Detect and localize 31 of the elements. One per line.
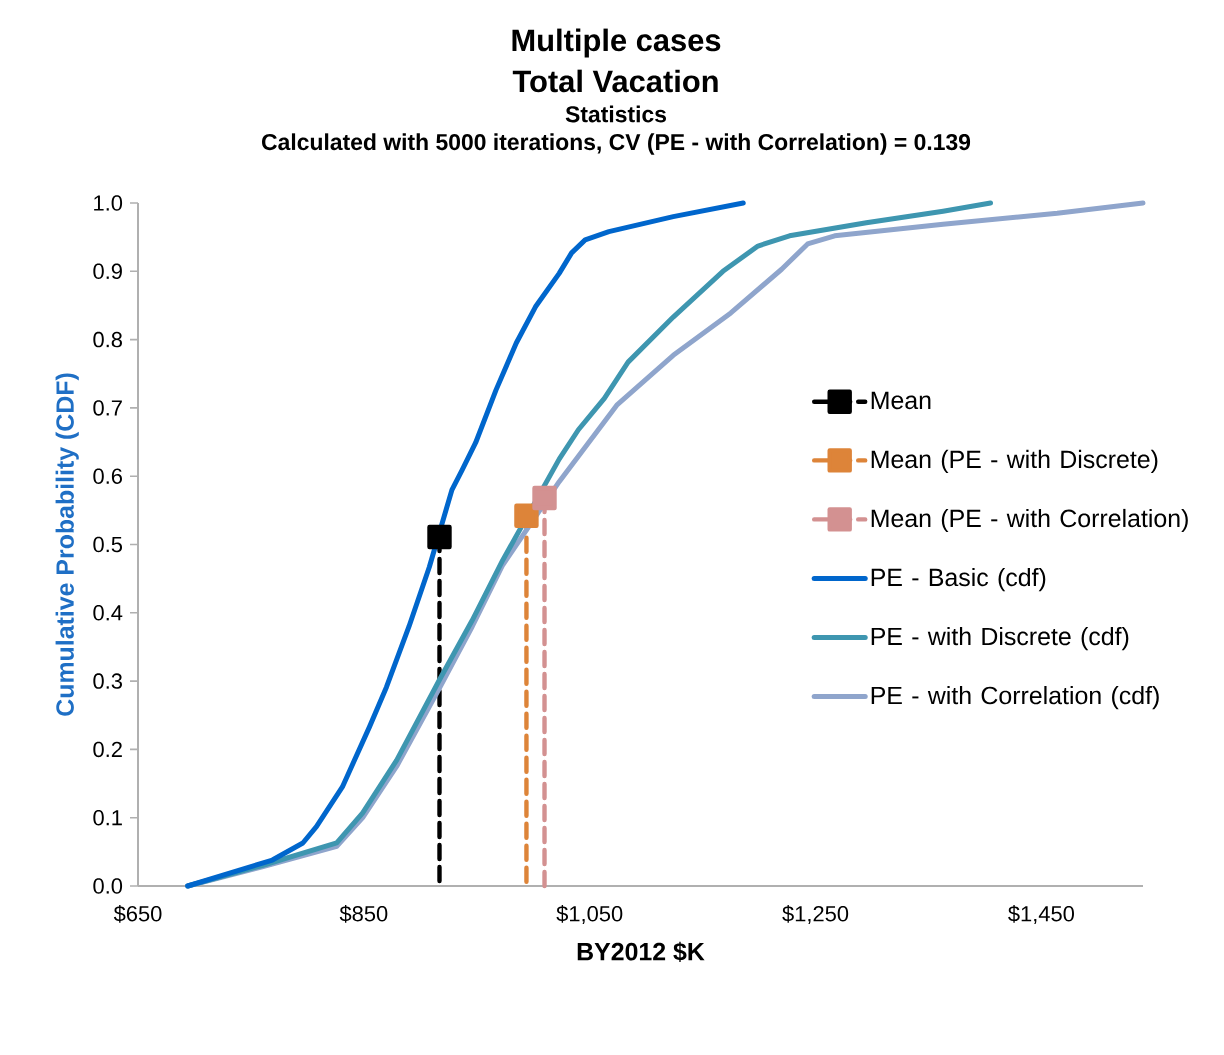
y-tick-label: 0.4 [93, 605, 123, 621]
y-tick-label: 1.0 [94, 195, 123, 211]
x-tick-label: $850 [339, 905, 388, 923]
y-tick-label: 0.1 [93, 809, 122, 826]
y-tick-label: 0.3 [93, 673, 122, 689]
text: Statistics [565, 105, 667, 123]
legend-label: PE - with Correlation (cdf) [871, 686, 1159, 710]
y-tick-label: 0.9 [93, 263, 122, 280]
text: Calculated with 5000 iterations, CV (PE - with Correlation) = 0.139 [262, 133, 971, 155]
x-tick-label: $1,450 [1008, 905, 1074, 925]
y-tick-label: 0.7 [93, 400, 122, 416]
chart-title: Multiple cases [512, 28, 721, 58]
x-axis-title: BY2012 $K [577, 941, 705, 963]
legend-label: Mean [871, 391, 931, 410]
point [427, 524, 452, 550]
legend-label: Mean (PE - with Correlation) [871, 508, 1188, 533]
y-tick-label: 0.5 [93, 536, 123, 553]
point [532, 485, 557, 511]
y-tick-label: 0.8 [93, 331, 122, 348]
x-tick-label: $650 [113, 905, 162, 923]
chart-subtitle: Total Vacation [512, 69, 718, 93]
y-tick-label: 0.0 [93, 878, 123, 894]
legend-label: PE - Basic (cdf) [871, 567, 1046, 592]
x-tick-label: $1,050 [556, 905, 623, 925]
x-tick-label: $1,250 [782, 905, 849, 925]
point [514, 503, 539, 528]
y-tick-label: 0.6 [93, 468, 122, 484]
legend-label: PE - with Discrete (cdf) [871, 626, 1129, 651]
y-axis-title: Cumulative Probability (CDF) [55, 373, 79, 716]
legend-label: Mean (PE - with Discrete) [871, 449, 1158, 474]
y-tick-label: 0.2 [93, 741, 122, 758]
